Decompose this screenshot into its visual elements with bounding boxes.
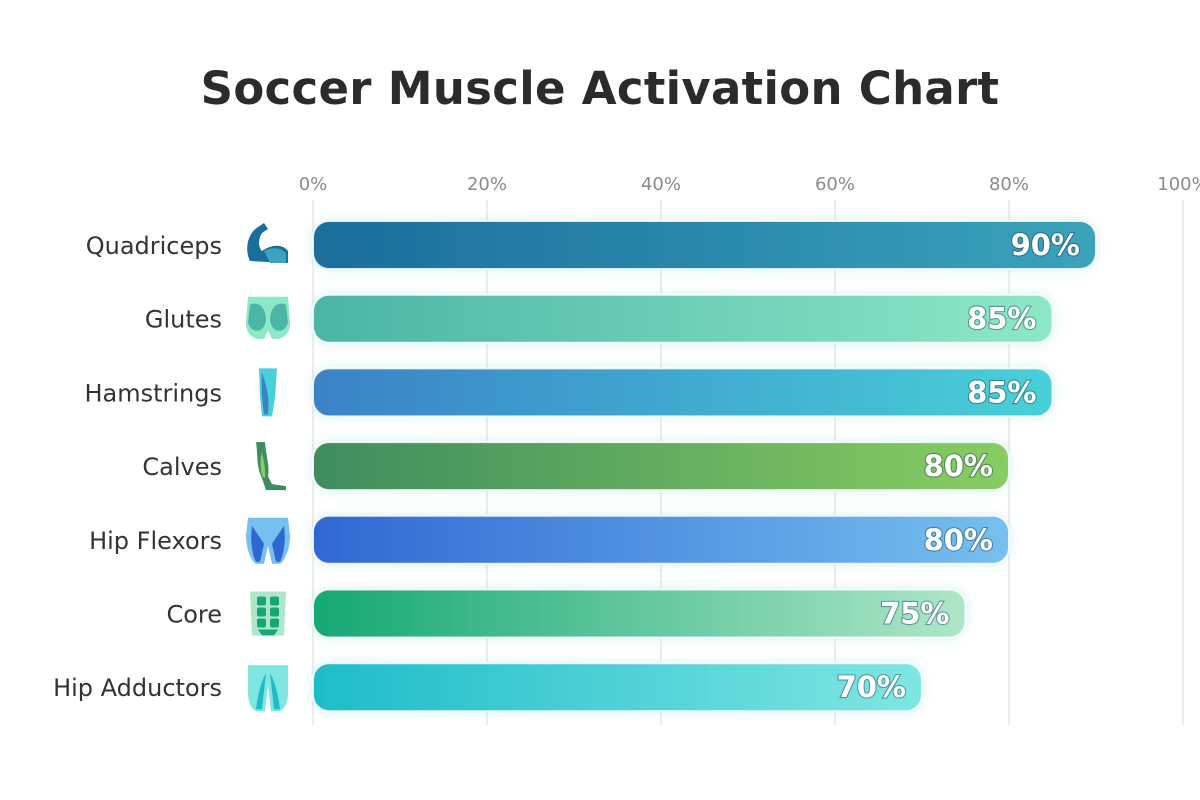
x-tick-label: 60% [815,174,855,195]
category-label: Hip Adductors [53,674,222,702]
bar-value-label: 75% [880,597,949,631]
x-tick-label: 20% [467,174,507,195]
x-axis-tick-labels: 0% 20% 40% 60% 80% 100% [299,174,1200,195]
bar-core [312,588,967,639]
category-label: Glutes [145,306,222,334]
bar-hamstrings [312,367,1054,418]
x-tick-label: 0% [299,174,328,195]
bars: 90% 85% 85% 80% 80% 75% 70% [312,220,1097,713]
bar-value-label: 80% [924,449,993,483]
bar-calves [312,441,1010,492]
abs-core-icon [250,591,286,636]
category-labels: Quadriceps Glutes Hamstrings Calves Hip Flex… [53,232,222,702]
category-label: Calves [142,453,222,481]
category-label: Hamstrings [84,379,222,407]
calf-leg-icon [256,442,286,491]
bar-value-label: 70% [837,670,906,704]
bar-hip-flexors [312,514,1010,565]
x-tick-label: 100% [1157,174,1200,195]
chart-title: Soccer Muscle Activation Chart [200,62,1000,115]
bar-value-label: 80% [924,523,993,557]
hamstring-leg-icon [259,368,277,417]
category-label: Hip Flexors [89,527,222,555]
bar-quadriceps [312,220,1097,270]
bar-glutes [312,293,1054,344]
hip-adductor-icon [248,665,288,712]
glutes-icon [246,296,290,340]
hip-flexor-icon [246,517,290,564]
muscle-icons [246,223,290,712]
bar-hip-adductors [312,662,923,713]
category-label: Quadriceps [86,232,222,260]
x-tick-label: 40% [641,174,681,195]
category-label: Core [166,601,222,629]
bar-value-label: 85% [967,302,1036,336]
bar-value-label: 90% [1011,228,1080,262]
x-tick-label: 80% [989,174,1029,195]
bar-value-label: 85% [967,375,1036,409]
flexed-arm-icon [247,223,288,263]
